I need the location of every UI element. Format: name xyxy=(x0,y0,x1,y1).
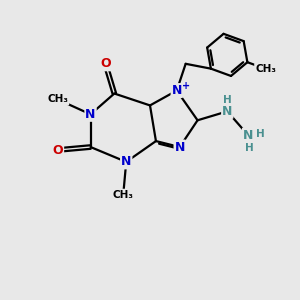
Text: H: H xyxy=(256,129,265,139)
Text: N: N xyxy=(172,84,182,97)
Text: H: H xyxy=(224,95,232,105)
Text: O: O xyxy=(52,143,63,157)
Text: +: + xyxy=(182,81,190,91)
Text: H: H xyxy=(245,142,254,153)
Text: N: N xyxy=(222,105,232,118)
Text: CH₃: CH₃ xyxy=(113,190,134,200)
Text: CH₃: CH₃ xyxy=(255,64,276,74)
Text: N: N xyxy=(243,129,253,142)
Text: N: N xyxy=(85,108,96,121)
Text: N: N xyxy=(121,155,131,168)
Text: N: N xyxy=(175,140,185,154)
Text: O: O xyxy=(100,57,111,70)
Text: CH₃: CH₃ xyxy=(47,94,68,104)
